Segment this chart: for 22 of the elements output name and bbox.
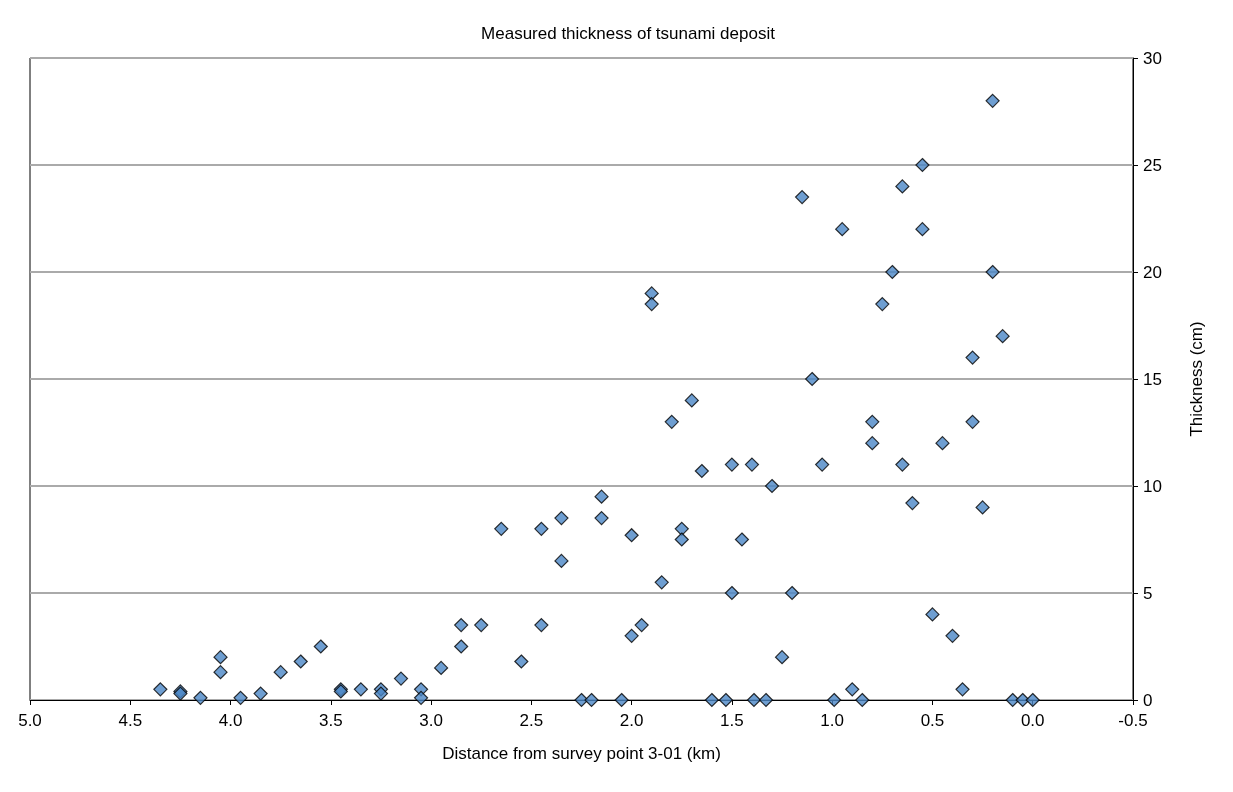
y-tick-label: 30 (1143, 48, 1162, 68)
x-tick-label: 0.5 (920, 711, 945, 730)
x-tick-label: 3.0 (419, 711, 443, 730)
x-tick-label: 2.0 (619, 711, 644, 730)
y-tick-label: 20 (1143, 262, 1162, 282)
x-tick-label: 0.0 (1020, 711, 1045, 730)
y-tick-label: 5 (1143, 583, 1153, 603)
y-tick-label: 0 (1143, 690, 1153, 710)
x-tick-label: 1.0 (820, 711, 844, 730)
x-tick-label: 4.5 (118, 711, 143, 730)
x-tick-label: 5.0 (18, 711, 42, 730)
x-axis-title: Distance from survey point 3-01 (km) (442, 744, 721, 763)
x-tick-label: 3.5 (319, 711, 343, 730)
x-tick-label: 2.5 (519, 711, 544, 730)
y-tick-label: 15 (1143, 369, 1162, 389)
x-tick-label: 4.0 (218, 711, 243, 730)
y-axis-title: Thickness (cm) (1187, 321, 1206, 437)
chart-title: Measured thickness of tsunami deposit (481, 24, 776, 43)
y-tick-label: 10 (1143, 476, 1162, 496)
y-tick-label: 25 (1143, 155, 1162, 175)
x-tick-label: 1.5 (720, 711, 744, 730)
x-tick-label: -0.5 (1118, 711, 1148, 730)
